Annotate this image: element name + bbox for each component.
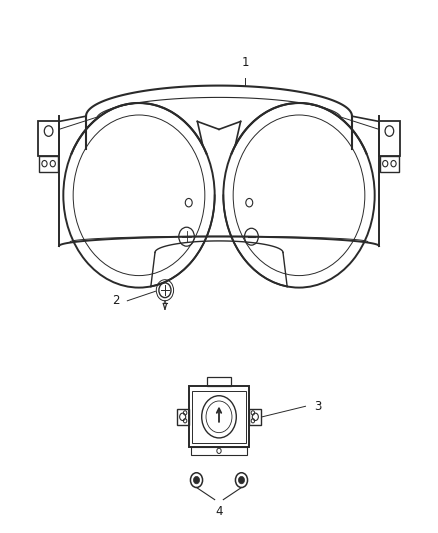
Bar bbox=[191, 447, 247, 455]
Circle shape bbox=[194, 477, 200, 484]
Bar bbox=[207, 377, 231, 386]
Bar bbox=[189, 386, 249, 447]
Bar bbox=[177, 409, 189, 425]
Text: 2: 2 bbox=[112, 294, 120, 308]
Text: 3: 3 bbox=[314, 400, 321, 413]
Text: 4: 4 bbox=[215, 505, 223, 518]
Bar bbox=[249, 409, 261, 425]
Text: 1: 1 bbox=[241, 56, 249, 69]
Circle shape bbox=[238, 477, 244, 484]
Bar bbox=[380, 156, 399, 172]
Bar bbox=[379, 122, 400, 156]
Bar bbox=[192, 391, 246, 443]
Bar bbox=[38, 122, 59, 156]
Bar bbox=[39, 156, 58, 172]
